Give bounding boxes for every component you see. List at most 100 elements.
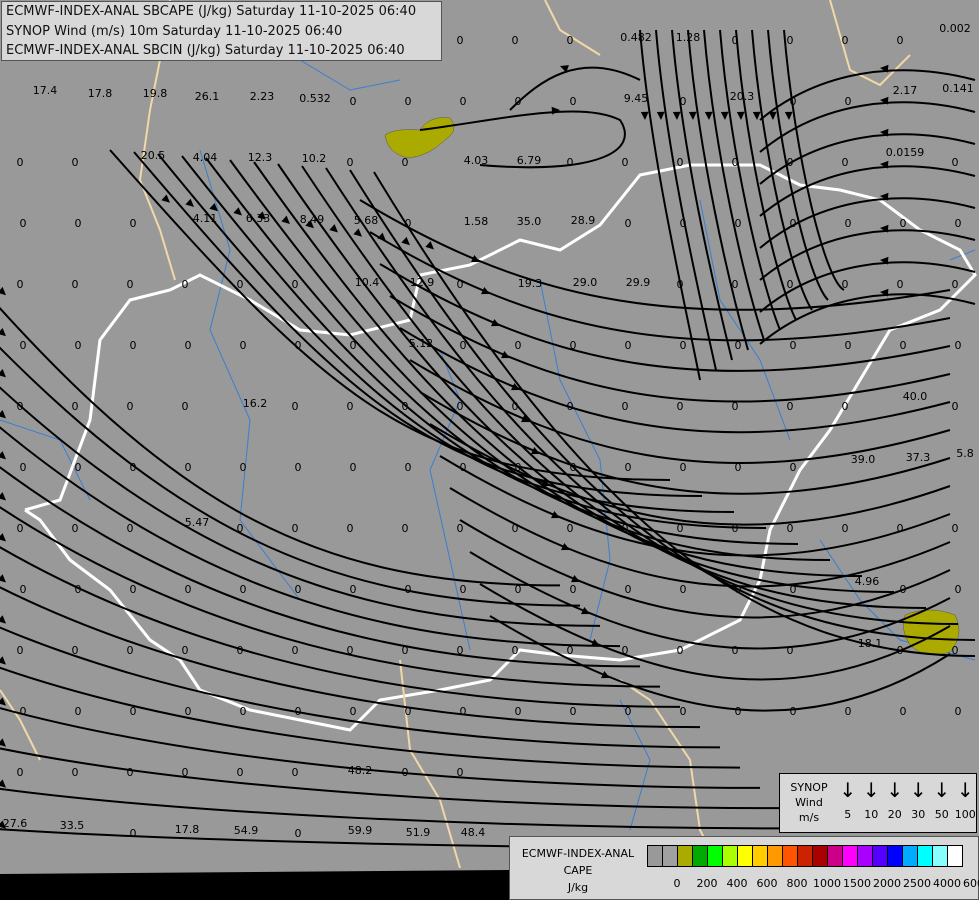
cin-value-zero: 0 xyxy=(72,400,79,413)
streamline xyxy=(109,149,671,481)
cin-value-zero: 0 xyxy=(570,705,577,718)
cin-value: 10.2 xyxy=(302,152,327,165)
cin-value-zero: 0 xyxy=(237,522,244,535)
streamline-arrow-icon xyxy=(257,211,266,220)
down-arrow-icon: ↓ xyxy=(956,778,974,802)
cin-value-zero: 0 xyxy=(732,156,739,169)
cin-value-zero: 0 xyxy=(787,522,794,535)
streamline-arrow-icon xyxy=(880,160,889,169)
title-wind: SYNOP Wind (m/s) 10m Saturday 11-10-2025… xyxy=(6,23,343,39)
cin-value-zero: 0 xyxy=(735,461,742,474)
streamline xyxy=(409,359,951,464)
cape-tick-label: 2000 xyxy=(873,877,901,890)
cin-value-zero: 0 xyxy=(515,95,522,108)
cin-value-zero: 0 xyxy=(240,705,247,718)
cin-value-zero: 0 xyxy=(622,522,629,535)
streamline xyxy=(0,706,761,789)
cin-value-zero: 0 xyxy=(72,766,79,779)
streamline xyxy=(479,583,951,681)
streamline xyxy=(509,66,641,111)
streamline-arrow-icon xyxy=(768,111,777,120)
streamline xyxy=(459,519,951,619)
cin-value: 17.4 xyxy=(33,84,58,97)
streamline xyxy=(783,29,845,291)
cin-value-zero: 0 xyxy=(347,644,354,657)
cin-value-zero: 0 xyxy=(900,339,907,352)
cin-value-zero: 0 xyxy=(732,644,739,657)
cape-tick-label: 6000 xyxy=(963,877,979,890)
cape-color-swatch xyxy=(723,846,738,866)
streamline xyxy=(759,69,976,121)
cin-value: 35.0 xyxy=(517,215,542,228)
streamline-arrow-icon xyxy=(688,111,697,120)
streamline-arrow-icon xyxy=(880,128,889,137)
streamline xyxy=(0,466,641,668)
cin-value-zero: 0 xyxy=(842,156,849,169)
cin-value-zero: 0 xyxy=(405,461,412,474)
country-border xyxy=(24,163,977,732)
cin-value-zero: 0 xyxy=(240,583,247,596)
cin-value-zero: 0 xyxy=(680,217,687,230)
cape-color-swatch xyxy=(738,846,753,866)
streamline xyxy=(429,423,951,526)
wind-legend-item: ↓ 30 xyxy=(907,778,931,821)
cape-color-swatch xyxy=(918,846,933,866)
cape-color-swatch xyxy=(948,846,962,866)
cin-value-zero: 0 xyxy=(790,95,797,108)
streamline xyxy=(703,29,765,341)
streamline-arrow-icon xyxy=(233,207,242,216)
cin-value: 12.9 xyxy=(410,276,435,289)
cin-value-zero: 0 xyxy=(955,705,962,718)
cin-value-zero: 0 xyxy=(900,217,907,230)
streamline-arrow-icon xyxy=(377,232,386,241)
cin-value-zero: 0 xyxy=(75,705,82,718)
streamline-arrow-icon xyxy=(161,194,170,203)
cin-value-labels: 17.4 17.8 19.8 26.1 2.23 0.532 0.482 1.28 9.45 20… xyxy=(3,22,974,840)
streamline-arrow-icon xyxy=(329,224,338,233)
streamline xyxy=(0,386,601,627)
cin-value-zero: 0 xyxy=(295,827,302,840)
cin-value-zero: 0 xyxy=(72,156,79,169)
cin-value-zero: 0 xyxy=(75,217,82,230)
cin-value: 5.68 xyxy=(354,214,379,227)
cape-color-swatch xyxy=(663,846,678,866)
streamline-arrow-icon xyxy=(561,543,570,551)
streamline xyxy=(0,505,661,688)
cape-tick-label: 4000 xyxy=(933,877,961,890)
cin-value-zero: 0 xyxy=(237,644,244,657)
streamline xyxy=(0,787,801,830)
cin-value-zero: 0 xyxy=(182,644,189,657)
cin-value-zero: 0 xyxy=(677,644,684,657)
streamline-arrow-icon xyxy=(353,228,362,237)
down-arrow-icon: ↓ xyxy=(839,778,857,802)
streamlines xyxy=(0,29,976,850)
cin-value-zero: 0 xyxy=(350,339,357,352)
cin-value-zero: 0 xyxy=(952,522,959,535)
cin-value-zero: 0 xyxy=(567,644,574,657)
cin-value-zero: 0 xyxy=(402,766,409,779)
wind-speed-label: 50 xyxy=(934,808,949,821)
cin-value-zero: 0 xyxy=(787,278,794,291)
cape-color-swatch xyxy=(768,846,783,866)
streamline xyxy=(301,165,927,609)
cin-value-zero: 0 xyxy=(240,461,247,474)
streamline-arrow-icon xyxy=(0,615,6,624)
river xyxy=(539,279,611,641)
cin-value-zero: 0 xyxy=(457,34,464,47)
cin-value-zero: 0 xyxy=(732,522,739,535)
cin-value: 27.6 xyxy=(3,817,28,830)
streamline-arrow-icon xyxy=(501,351,510,359)
cin-value-zero: 0 xyxy=(900,583,907,596)
cape-tick-label: 0 xyxy=(673,877,681,890)
streamline-arrow-icon xyxy=(0,779,6,788)
cin-value-zero: 0 xyxy=(292,766,299,779)
streamline xyxy=(735,29,797,321)
cin-value-zero: 0 xyxy=(512,644,519,657)
cin-value-zero: 0 xyxy=(787,34,794,47)
streamline-arrow-icon xyxy=(551,106,560,115)
cin-value-zero: 0 xyxy=(790,705,797,718)
cin-value-zero: 0 xyxy=(292,400,299,413)
cape-color-swatch xyxy=(843,846,858,866)
streamline-arrow-icon xyxy=(471,255,480,263)
